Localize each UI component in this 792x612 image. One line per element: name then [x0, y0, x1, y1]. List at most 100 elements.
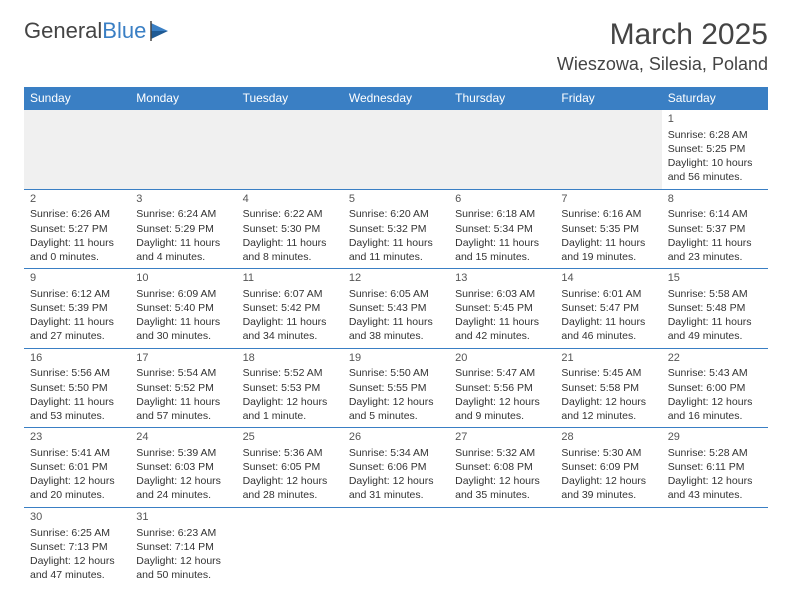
sunrise-text: Sunrise: 5:58 AM: [668, 287, 762, 301]
calendar-cell: 13Sunrise: 6:03 AMSunset: 5:45 PMDayligh…: [449, 269, 555, 349]
day-number: 19: [349, 351, 443, 366]
sunrise-text: Sunrise: 5:36 AM: [243, 446, 337, 460]
sunset-text: Sunset: 6:03 PM: [136, 460, 230, 474]
day-header: Sunday: [24, 87, 130, 110]
daylight-text: Daylight: 11 hours and 30 minutes.: [136, 315, 230, 343]
daylight-text: Daylight: 12 hours and 16 minutes.: [668, 395, 762, 423]
day-number: 23: [30, 430, 124, 445]
day-header: Friday: [555, 87, 661, 110]
day-number: 6: [455, 192, 549, 207]
sunrise-text: Sunrise: 6:22 AM: [243, 207, 337, 221]
sunset-text: Sunset: 5:47 PM: [561, 301, 655, 315]
logo-part2: Blue: [102, 18, 146, 43]
day-number: 11: [243, 271, 337, 286]
day-number: 2: [30, 192, 124, 207]
daylight-text: Daylight: 12 hours and 47 minutes.: [30, 554, 124, 582]
sunrise-text: Sunrise: 5:50 AM: [349, 366, 443, 380]
calendar-cell: [449, 507, 555, 586]
calendar-cell: [237, 507, 343, 586]
calendar-row: 9Sunrise: 6:12 AMSunset: 5:39 PMDaylight…: [24, 269, 768, 349]
daylight-text: Daylight: 12 hours and 43 minutes.: [668, 474, 762, 502]
daylight-text: Daylight: 10 hours and 56 minutes.: [668, 156, 762, 184]
daylight-text: Daylight: 11 hours and 0 minutes.: [30, 236, 124, 264]
calendar-cell: 10Sunrise: 6:09 AMSunset: 5:40 PMDayligh…: [130, 269, 236, 349]
sunrise-text: Sunrise: 5:54 AM: [136, 366, 230, 380]
sunset-text: Sunset: 5:43 PM: [349, 301, 443, 315]
calendar-cell: 27Sunrise: 5:32 AMSunset: 6:08 PMDayligh…: [449, 428, 555, 508]
sunrise-text: Sunrise: 5:28 AM: [668, 446, 762, 460]
day-number: 21: [561, 351, 655, 366]
daylight-text: Daylight: 12 hours and 12 minutes.: [561, 395, 655, 423]
calendar-row: 30Sunrise: 6:25 AMSunset: 7:13 PMDayligh…: [24, 507, 768, 586]
logo-flag-icon: [150, 21, 176, 41]
calendar-cell: [130, 110, 236, 190]
calendar-cell: 8Sunrise: 6:14 AMSunset: 5:37 PMDaylight…: [662, 189, 768, 269]
sunrise-text: Sunrise: 5:52 AM: [243, 366, 337, 380]
daylight-text: Daylight: 11 hours and 27 minutes.: [30, 315, 124, 343]
sunrise-text: Sunrise: 6:20 AM: [349, 207, 443, 221]
header: GeneralBlue March 2025 Wieszowa, Silesia…: [0, 0, 792, 83]
sunrise-text: Sunrise: 6:07 AM: [243, 287, 337, 301]
sunset-text: Sunset: 6:00 PM: [668, 381, 762, 395]
sunset-text: Sunset: 6:08 PM: [455, 460, 549, 474]
daylight-text: Daylight: 11 hours and 8 minutes.: [243, 236, 337, 264]
day-number: 30: [30, 510, 124, 525]
day-number: 29: [668, 430, 762, 445]
day-number: 20: [455, 351, 549, 366]
calendar-cell: 16Sunrise: 5:56 AMSunset: 5:50 PMDayligh…: [24, 348, 130, 428]
sunset-text: Sunset: 5:37 PM: [668, 222, 762, 236]
sunset-text: Sunset: 6:01 PM: [30, 460, 124, 474]
calendar-cell: 2Sunrise: 6:26 AMSunset: 5:27 PMDaylight…: [24, 189, 130, 269]
calendar-cell: 20Sunrise: 5:47 AMSunset: 5:56 PMDayligh…: [449, 348, 555, 428]
day-number: 10: [136, 271, 230, 286]
calendar-cell: 18Sunrise: 5:52 AMSunset: 5:53 PMDayligh…: [237, 348, 343, 428]
daylight-text: Daylight: 12 hours and 39 minutes.: [561, 474, 655, 502]
sunset-text: Sunset: 5:35 PM: [561, 222, 655, 236]
daylight-text: Daylight: 11 hours and 34 minutes.: [243, 315, 337, 343]
calendar-cell: [343, 110, 449, 190]
day-number: 13: [455, 271, 549, 286]
calendar-row: 16Sunrise: 5:56 AMSunset: 5:50 PMDayligh…: [24, 348, 768, 428]
sunset-text: Sunset: 7:14 PM: [136, 540, 230, 554]
sunset-text: Sunset: 7:13 PM: [30, 540, 124, 554]
day-header: Monday: [130, 87, 236, 110]
day-number: 27: [455, 430, 549, 445]
calendar-row: 2Sunrise: 6:26 AMSunset: 5:27 PMDaylight…: [24, 189, 768, 269]
sunset-text: Sunset: 5:50 PM: [30, 381, 124, 395]
day-number: 25: [243, 430, 337, 445]
sunrise-text: Sunrise: 6:25 AM: [30, 526, 124, 540]
sunrise-text: Sunrise: 5:39 AM: [136, 446, 230, 460]
sunrise-text: Sunrise: 6:16 AM: [561, 207, 655, 221]
daylight-text: Daylight: 11 hours and 4 minutes.: [136, 236, 230, 264]
sunrise-text: Sunrise: 5:30 AM: [561, 446, 655, 460]
sunrise-text: Sunrise: 5:47 AM: [455, 366, 549, 380]
daylight-text: Daylight: 11 hours and 23 minutes.: [668, 236, 762, 264]
day-number: 28: [561, 430, 655, 445]
daylight-text: Daylight: 11 hours and 53 minutes.: [30, 395, 124, 423]
daylight-text: Daylight: 12 hours and 28 minutes.: [243, 474, 337, 502]
daylight-text: Daylight: 11 hours and 38 minutes.: [349, 315, 443, 343]
day-number: 8: [668, 192, 762, 207]
sunset-text: Sunset: 5:53 PM: [243, 381, 337, 395]
daylight-text: Daylight: 11 hours and 42 minutes.: [455, 315, 549, 343]
calendar-row: 1Sunrise: 6:28 AMSunset: 5:25 PMDaylight…: [24, 110, 768, 190]
daylight-text: Daylight: 11 hours and 57 minutes.: [136, 395, 230, 423]
calendar-cell: 21Sunrise: 5:45 AMSunset: 5:58 PMDayligh…: [555, 348, 661, 428]
sunrise-text: Sunrise: 5:45 AM: [561, 366, 655, 380]
calendar-cell: 24Sunrise: 5:39 AMSunset: 6:03 PMDayligh…: [130, 428, 236, 508]
calendar-cell: [662, 507, 768, 586]
calendar-table: SundayMondayTuesdayWednesdayThursdayFrid…: [24, 87, 768, 586]
calendar-cell: [343, 507, 449, 586]
sunset-text: Sunset: 5:34 PM: [455, 222, 549, 236]
sunrise-text: Sunrise: 6:05 AM: [349, 287, 443, 301]
sunset-text: Sunset: 5:55 PM: [349, 381, 443, 395]
day-number: 26: [349, 430, 443, 445]
calendar-cell: 4Sunrise: 6:22 AMSunset: 5:30 PMDaylight…: [237, 189, 343, 269]
daylight-text: Daylight: 11 hours and 11 minutes.: [349, 236, 443, 264]
calendar-cell: 28Sunrise: 5:30 AMSunset: 6:09 PMDayligh…: [555, 428, 661, 508]
sunset-text: Sunset: 5:58 PM: [561, 381, 655, 395]
calendar-cell: 29Sunrise: 5:28 AMSunset: 6:11 PMDayligh…: [662, 428, 768, 508]
calendar-cell: 9Sunrise: 6:12 AMSunset: 5:39 PMDaylight…: [24, 269, 130, 349]
sunrise-text: Sunrise: 6:28 AM: [668, 128, 762, 142]
sunrise-text: Sunrise: 5:41 AM: [30, 446, 124, 460]
